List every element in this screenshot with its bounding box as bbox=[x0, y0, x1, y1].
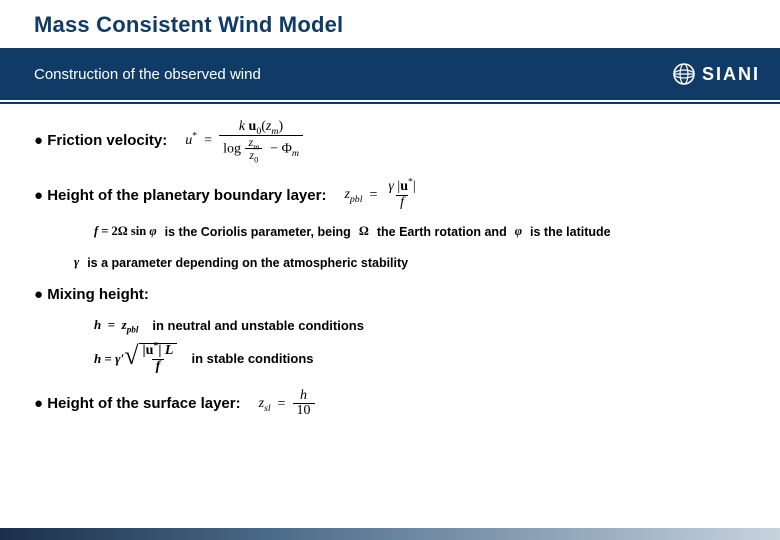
surface-layer-line: ● Height of the surface layer: zsl = h 1… bbox=[34, 389, 760, 419]
mixing-cond1: in neutral and unstable conditions bbox=[152, 318, 364, 333]
header-band: Construction of the observed wind SIANI bbox=[0, 48, 780, 100]
coriolis-text-a: is the Coriolis parameter, being bbox=[165, 225, 351, 239]
coriolis-text-b: the Earth rotation and bbox=[377, 225, 507, 239]
friction-label: ● Friction velocity: bbox=[34, 132, 167, 149]
coriolis-note: f = 2Ω sin φ is the Coriolis parameter, … bbox=[94, 224, 760, 239]
surface-equation: zsl = h 10 bbox=[259, 389, 315, 419]
gamma-symbol: γ bbox=[74, 255, 79, 270]
pbl-label: ● Height of the planetary boundary layer… bbox=[34, 187, 326, 204]
siani-logo: SIANI bbox=[672, 62, 760, 86]
footer-gradient bbox=[0, 528, 780, 540]
globe-icon bbox=[672, 62, 696, 86]
mixing-eq-neutral: h = zpbl in neutral and unstable conditi… bbox=[94, 317, 760, 333]
gamma-text: is a parameter depending on the atmosphe… bbox=[87, 256, 408, 270]
mixing-eq2: h = γ′ √ |u*| L f bbox=[94, 343, 177, 374]
friction-equation: u* = k u0(zm) log zmz0 − Φm bbox=[185, 120, 303, 162]
mixing-eq-stable: h = γ′ √ |u*| L f in stable conditions bbox=[94, 343, 760, 374]
omega-symbol: Ω bbox=[359, 224, 369, 239]
coriolis-eq: f = 2Ω sin φ bbox=[94, 224, 157, 239]
slide-body: ● Friction velocity: u* = k u0(zm) log z… bbox=[34, 120, 760, 433]
pbl-equation: zpbl = γ |u*| f bbox=[344, 180, 419, 210]
logo-text: SIANI bbox=[702, 64, 760, 85]
mixing-cond2: in stable conditions bbox=[191, 351, 313, 366]
slide-title: Mass Consistent Wind Model bbox=[34, 12, 343, 38]
phi-symbol: φ bbox=[515, 224, 522, 239]
slide-header: Mass Consistent Wind Model Construction … bbox=[0, 0, 780, 104]
pbl-height-line: ● Height of the planetary boundary layer… bbox=[34, 180, 760, 210]
slide-subtitle: Construction of the observed wind bbox=[34, 66, 261, 83]
surface-label: ● Height of the surface layer: bbox=[34, 395, 241, 412]
gamma-note: γ is a parameter depending on the atmosp… bbox=[74, 255, 760, 270]
coriolis-text-c: is the latitude bbox=[530, 225, 611, 239]
mixing-eq1: h = zpbl bbox=[94, 317, 138, 333]
friction-velocity-line: ● Friction velocity: u* = k u0(zm) log z… bbox=[34, 120, 760, 162]
mixing-label: ● Mixing height: bbox=[34, 286, 149, 303]
mixing-height-line: ● Mixing height: bbox=[34, 286, 760, 303]
